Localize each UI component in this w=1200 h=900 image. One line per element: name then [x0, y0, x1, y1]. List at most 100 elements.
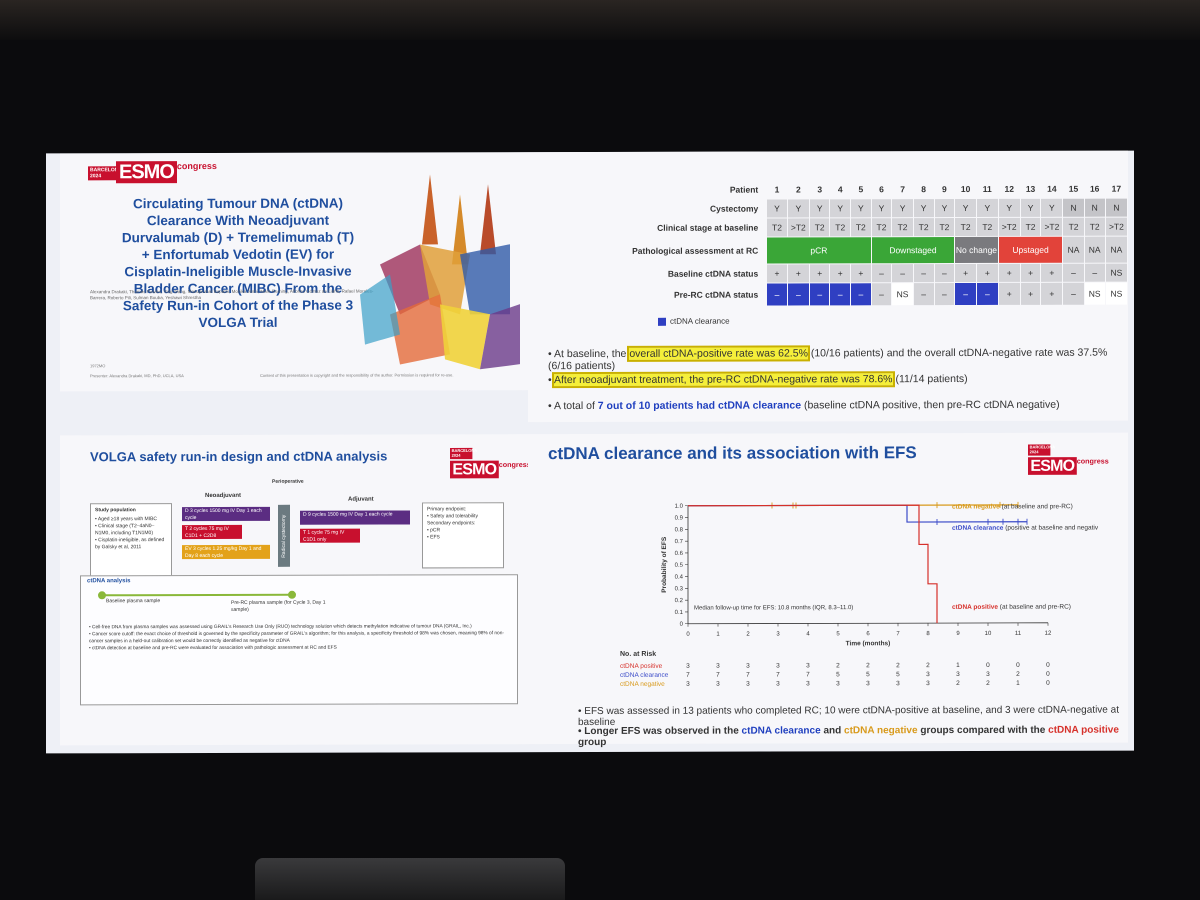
efs-b2-clear: ctDNA clearance [741, 725, 821, 737]
b1-highlight: overall ctDNA-positive rate was 62.5% [627, 345, 810, 362]
na-cell: NA [1105, 236, 1127, 263]
abstract-code: 1972MO [90, 363, 106, 369]
series-label: ctDNA clearance (positive at baseline an… [952, 524, 1098, 531]
risk-value: 3 [926, 680, 930, 687]
downstaged-cell: Downstaged [871, 237, 955, 264]
risk-value: 3 [986, 671, 990, 678]
risk-value: 7 [746, 672, 750, 679]
risk-value: 2 [1016, 671, 1020, 678]
cell: Y [934, 199, 955, 218]
bullet-prerc-rate: • After neoadjuvant treatment, the pre-R… [548, 371, 968, 389]
risk-value: 3 [806, 662, 810, 669]
cell: + [1041, 263, 1063, 282]
esmo-congress: congress [1076, 457, 1109, 466]
cell: + [767, 264, 787, 283]
risk-value: 3 [686, 663, 690, 670]
cell: – [851, 283, 871, 306]
cell: T2 [913, 218, 934, 237]
b3-post: (baseline ctDNA positive, then pre-RC ct… [801, 398, 1060, 412]
b2-highlight: After neoadjuvant treatment, the pre-RC … [552, 371, 895, 389]
cell: T2 [830, 218, 851, 237]
y-tick-label: 1.0 [675, 504, 684, 510]
patient-num: 7 [900, 184, 905, 195]
x-tick-label: 0 [686, 632, 690, 638]
pcr-cell: pCR [767, 237, 871, 264]
risk-value: 7 [806, 671, 810, 678]
series-label-suffix: (at baseline and pre-RC) [1000, 604, 1071, 611]
y-tick-label: 0.3 [675, 586, 684, 592]
cell: + [1020, 263, 1041, 282]
risk-value: 5 [836, 671, 840, 678]
b3-pre: A total of [554, 399, 598, 413]
risk-value: 3 [686, 681, 690, 688]
cell: + [998, 263, 1020, 282]
risk-value: 7 [716, 672, 720, 679]
cell: + [809, 264, 830, 283]
cell: T2 [851, 218, 871, 237]
poster-authors: Alexandra Drakaki, Thomas Powles, Ying W… [90, 288, 374, 301]
cell: T2 [934, 218, 955, 237]
cell: T2 [767, 218, 787, 237]
cell: – [1063, 263, 1084, 282]
endpoints-text: Primary endpoint: • Safety and tolerabil… [427, 506, 478, 541]
cell: T2 [871, 218, 892, 237]
risk-value: 2 [866, 662, 870, 669]
patient-num: 9 [942, 184, 947, 195]
cell: Y [767, 199, 787, 218]
risk-value: 3 [776, 663, 780, 670]
y-tick-label: 0.7 [675, 539, 684, 545]
study-population-box: Study population • Aged ≥18 years with M… [90, 503, 172, 586]
cell: NS [892, 283, 913, 306]
risk-value: 3 [746, 681, 750, 688]
patient-num: 15 [1068, 183, 1079, 194]
cell: Y [830, 199, 851, 218]
cell: – [913, 264, 934, 283]
baseline-sample-label: Baseline plasma sample [106, 598, 161, 605]
series-label-suffix: (positive at baseline and negative pre-R… [1005, 524, 1098, 531]
esmo-logo: BARCELONA 2024 ESMO congress [88, 161, 217, 184]
series-label: ctDNA negative (at baseline and pre-RC) [952, 503, 1073, 510]
efs-panel: ctDNA clearance and its association with… [528, 432, 1128, 748]
risk-value: 2 [956, 680, 960, 687]
neoadjuvant-label: Neoadjuvant [205, 492, 242, 500]
x-tick-label: 3 [776, 632, 780, 638]
patient-num: 2 [795, 184, 801, 195]
cell: – [787, 283, 809, 306]
esmo-city: BARCELONA 2024 [450, 447, 478, 459]
ctdna-analysis-box: ctDNA analysis Baseline plasma sample Pr… [80, 574, 518, 706]
ev-neoadjuvant-bar: EV 3 cycles 1.25 mg/kg Day 1 and Day 8 e… [182, 544, 270, 560]
patient-num: 14 [1047, 183, 1057, 194]
timeline [101, 593, 291, 597]
risk-value: 3 [866, 680, 870, 687]
cell: – [830, 283, 851, 306]
risk-value: 3 [776, 681, 780, 688]
cell: Y [976, 198, 998, 217]
cell: T2 [809, 218, 830, 237]
y-tick-label: 0.1 [675, 610, 684, 616]
esmo-logo-small: BARCELONA 2024ESMO congress [450, 446, 531, 479]
risk-value: 3 [716, 663, 720, 670]
perioperative-label: Perioperative [272, 478, 304, 485]
cell: + [1041, 282, 1063, 305]
row-label-baseline: Baseline ctDNA status [667, 268, 759, 279]
d-adjuvant-bar: D 9 cycles 1500 mg IV Day 1 each cycle [300, 510, 410, 525]
risk-value: 7 [776, 672, 780, 679]
x-axis-label: Time (months) [846, 640, 891, 647]
patient-num: 4 [837, 184, 843, 195]
efs-b2-and: and [820, 725, 845, 737]
barcelona-artwork [360, 174, 520, 370]
risk-value: 3 [716, 681, 720, 688]
x-tick-label: 5 [836, 631, 840, 637]
efs-heading: ctDNA clearance and its association with… [548, 443, 917, 464]
cell: – [976, 282, 998, 305]
cell: T2 [892, 218, 913, 237]
stage-row: Clinical stage at baseline T2 >T2 T2 T2 T2 T2… [619, 217, 1127, 237]
esmo-city: BARCELONA 2024 [88, 165, 122, 180]
upstaged-cell: Upstaged [998, 236, 1063, 263]
cell: NS [1105, 282, 1127, 305]
y-tick-label: 0.2 [675, 598, 684, 604]
esmo-word: ESMO [116, 161, 177, 184]
patient-num: 11 [982, 183, 992, 194]
km-line-ctdna-positive [688, 504, 938, 624]
cell: T2 [1020, 217, 1041, 236]
